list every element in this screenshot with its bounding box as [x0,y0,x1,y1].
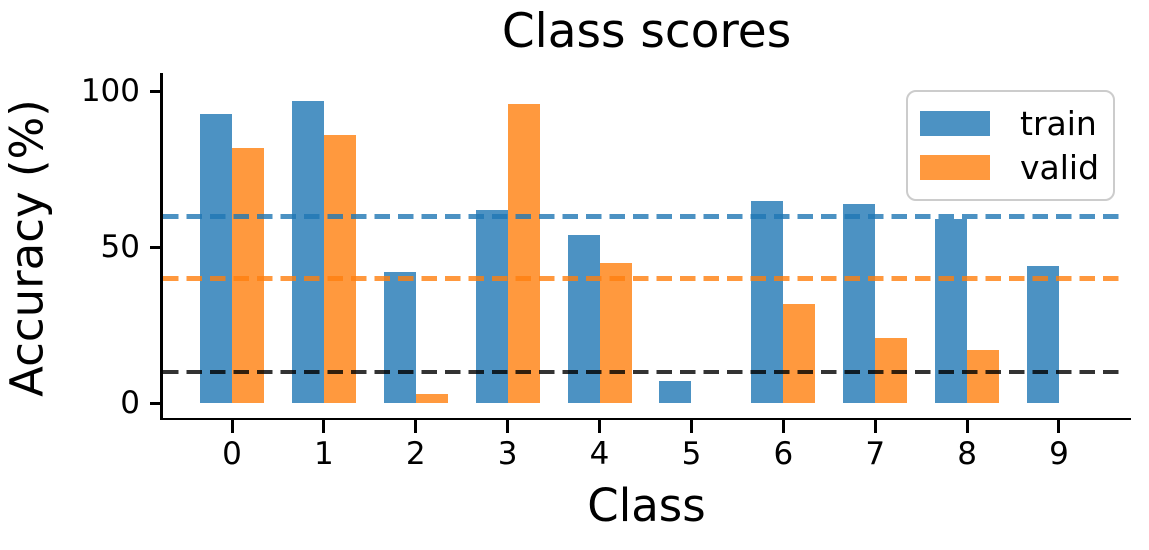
x-tick-mark [506,419,510,433]
x-tick-label: 1 [314,436,334,472]
bar-train-4 [567,235,600,404]
x-tick-label: 2 [405,436,426,472]
reference-line-0 [163,214,1124,219]
x-tick-label: 6 [773,436,794,472]
x-tick-mark [322,419,326,433]
bar-valid-0 [232,147,264,404]
bar-train-1 [291,101,324,404]
x-tick-mark [781,419,785,433]
x-tick-label: 4 [589,436,610,472]
x-tick-mark [689,419,693,433]
x-tick-mark [230,419,234,433]
chart-title: Class scores [501,4,792,59]
bar-valid-3 [507,104,540,404]
x-tick-label: 0 [222,436,242,472]
plot-area [162,73,1131,418]
x-tick-label: 9 [1049,436,1069,472]
bar-valid-1 [323,135,356,404]
x-tick-label: 5 [681,436,702,472]
legend-swatch-train [920,111,990,136]
reference-line-1 [163,276,1124,281]
legend-swatch-valid [920,155,990,180]
y-tick-label: 0 [120,384,140,421]
x-axis-label: Class [587,479,706,532]
x-tick-label: 3 [497,436,518,472]
bar-train-8 [935,219,968,404]
x-tick-label: 8 [957,436,977,472]
reference-line-2 [163,369,1124,375]
bar-train-6 [751,200,784,404]
bar-valid-4 [599,263,632,404]
y-tick-label: 50 [100,229,140,265]
x-tick-label: 7 [865,436,886,472]
legend: train valid [906,90,1115,201]
bar-train-0 [200,113,232,404]
bar-valid-2 [415,393,448,404]
bar-train-5 [659,381,692,404]
legend-label-valid: valid [1020,148,1100,187]
y-tick-mark [150,90,162,94]
y-tick-mark [150,246,162,249]
bar-train-2 [383,272,416,404]
bar-valid-6 [783,303,816,404]
x-tick-mark [598,419,602,433]
legend-item-valid: valid [920,151,1113,184]
legend-label-train: train [1020,104,1097,143]
x-tick-mark [1057,419,1061,433]
x-tick-mark [965,419,969,433]
legend-item-train: train [920,107,1113,140]
x-tick-mark [873,419,877,433]
y-tick-mark [150,401,162,405]
x-tick-mark [414,419,418,433]
bar-valid-8 [967,350,1000,404]
bar-train-9 [1026,266,1059,404]
y-tick-label: 100 [80,73,140,110]
x-axis-spine [160,417,1131,420]
